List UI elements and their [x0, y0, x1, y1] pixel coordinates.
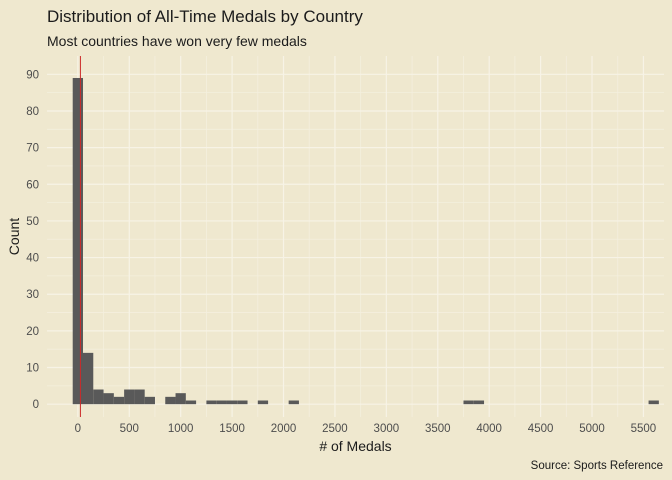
y-axis-ticks: 0 10 20 30 40 50 60 70 80 90 [26, 69, 39, 411]
histogram-bar [165, 396, 176, 405]
histogram-bar [473, 400, 485, 405]
y-tick-label: 40 [26, 253, 39, 265]
x-axis-title: # of Medals [319, 438, 391, 454]
histogram-bar [463, 400, 474, 405]
y-tick-label: 70 [26, 143, 39, 155]
y-axis-title: Count [6, 218, 22, 255]
y-tick-label: 30 [26, 289, 39, 301]
histogram-bar [216, 400, 227, 405]
x-tick-label: 4500 [528, 423, 554, 435]
x-tick-label: 3500 [425, 423, 451, 435]
x-tick-label: 5500 [631, 423, 657, 435]
histogram-bar [226, 400, 238, 405]
x-tick-label: 1000 [168, 423, 194, 435]
y-tick-label: 90 [26, 69, 39, 81]
chart-subtitle: Most countries have won very few medals [47, 33, 307, 49]
chart-title: Distribution of All-Time Medals by Count… [47, 7, 363, 26]
histogram-bar [113, 396, 125, 405]
chart-caption: Source: Sports Reference [530, 460, 663, 472]
histogram-bar [72, 77, 83, 405]
x-tick-label: 5000 [579, 423, 605, 435]
histogram-bar [82, 352, 94, 405]
y-tick-label: 50 [26, 216, 39, 228]
histogram-bar [175, 393, 186, 405]
histogram-bar [288, 400, 299, 405]
x-tick-label: 3000 [374, 423, 400, 435]
y-tick-label: 10 [26, 363, 39, 375]
x-tick-label: 2500 [322, 423, 348, 435]
y-tick-label: 60 [26, 179, 39, 191]
y-tick-label: 0 [33, 399, 39, 411]
x-tick-label: 2000 [271, 423, 297, 435]
histogram-bar [144, 396, 155, 405]
x-tick-label: 0 [75, 423, 81, 435]
histogram-bar [185, 400, 197, 405]
histogram-bar [206, 400, 217, 405]
x-axis-ticks: 0 500 1000 1500 2000 2500 3000 3500 4000 4500 5000… [75, 423, 657, 435]
histogram-bar [257, 400, 269, 405]
histogram-bar [103, 393, 114, 405]
x-tick-label: 1500 [219, 423, 245, 435]
grid-lines [47, 56, 664, 417]
histogram-bar [648, 400, 659, 405]
y-tick-label: 20 [26, 326, 39, 338]
y-tick-label: 80 [26, 106, 39, 118]
histogram-bar [134, 389, 145, 405]
x-tick-label: 500 [120, 423, 139, 435]
histogram-bars [72, 77, 659, 405]
histogram-bar [93, 389, 104, 405]
histogram-bar [237, 400, 248, 405]
x-tick-label: 4000 [476, 423, 502, 435]
histogram-bar [124, 389, 135, 405]
